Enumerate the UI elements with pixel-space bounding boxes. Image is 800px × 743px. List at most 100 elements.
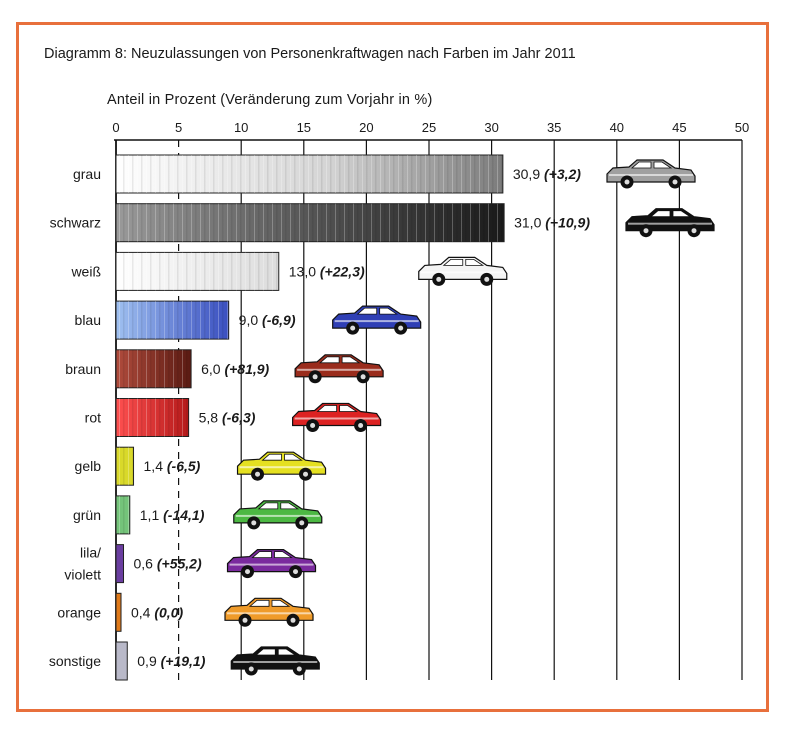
car-icon [294,354,384,384]
car-window [341,356,361,364]
tick-label: 15 [297,120,311,135]
car-window [280,502,300,510]
category-label: braun [65,361,101,377]
car-stripe [609,174,693,176]
category-label: blau [75,312,101,328]
car-stripe [628,222,712,225]
change-value: (+10,9) [545,215,590,231]
car-window [255,648,276,656]
car-hub [484,276,490,282]
car-hub [691,228,697,234]
value-number: 13,0 [289,263,320,279]
value-label: 13,0 (+22,3) [289,263,365,279]
car-window [261,453,282,461]
car-hub [350,325,356,331]
car-icon [332,305,422,335]
value-label: 31,0 (+10,9) [514,215,590,231]
car-window [339,405,358,412]
car-hub [242,617,248,623]
category-label: grün [73,507,101,523]
tick-label: 50 [735,120,749,135]
bar-texture [116,155,503,193]
value-label: 0,6 (+55,2) [134,556,202,572]
value-label: 9,0 (-6,9) [239,312,296,328]
tick-label: 35 [547,120,561,135]
car-stripe [235,514,320,517]
car-hub [312,374,318,380]
car-stripe [239,466,324,469]
category-label: rot [85,410,101,426]
value-label: 1,1 (-14,1) [140,507,205,523]
bar [115,592,122,632]
car-window [442,258,464,266]
car-window [356,307,378,315]
value-label: 5,8 (-6,3) [199,410,256,426]
value-number: 1,1 [140,507,163,523]
car-hub [398,325,404,331]
car-window [672,210,692,218]
car-hub [245,569,251,575]
value-number: 30,9 [513,166,544,182]
car-stripe [334,320,419,323]
car-hub [248,666,254,672]
change-value: (0,0) [154,604,183,620]
bar-texture [116,203,505,242]
car-window [251,551,272,558]
category-label: lila/ [80,545,101,561]
value-number: 31,0 [514,215,545,231]
value-label: 30,9 (+3,2) [513,166,581,182]
bar-texture [116,301,229,340]
bar-texture [116,349,192,388]
tick-label: 40 [610,120,624,135]
car-icon [606,159,696,189]
value-number: 0,9 [137,653,160,669]
car-window [653,161,673,169]
change-value: (+3,2) [544,166,581,182]
x-axis-label: Anteil in Prozent (Veränderung zum Vorja… [107,92,433,108]
car-window [274,551,293,558]
car-hub [436,276,442,282]
bar-texture [116,252,279,291]
car-icon [226,548,317,579]
category-label: schwarz [50,215,101,231]
category-label: sonstige [49,653,101,669]
change-value: (+55,2) [157,556,202,572]
value-number: 6,0 [201,361,224,377]
value-number: 5,8 [199,410,222,426]
value-number: 1,4 [144,458,167,474]
car-hub [360,374,366,380]
tick-label: 10 [234,120,248,135]
tick-label: 0 [112,120,119,135]
car-window [649,210,671,218]
car-window [319,356,340,364]
car-stripe [294,417,379,420]
car-stripe [420,271,505,274]
car-window [379,307,399,315]
car-hub [299,520,305,526]
change-value: (-14,1) [163,507,205,523]
category-label: weiß [70,263,101,279]
change-value: (-6,9) [262,312,296,328]
car-stripe [227,612,312,615]
car-hub [310,423,316,428]
bar-texture [116,398,189,437]
car-stripe [297,368,382,371]
car-icon [418,256,508,286]
car-stripe [233,661,318,663]
car-icon [625,208,715,238]
value-label: 0,4 (0,0) [131,604,183,620]
change-value: (+22,3) [320,263,365,279]
car-hub [358,423,364,428]
car-hub [303,471,309,477]
value-number: 9,0 [239,312,262,328]
car-hub [672,179,678,185]
car-window [630,161,652,169]
value-number: 0,4 [131,604,154,620]
tick-label: 25 [422,120,436,135]
value-label: 1,4 (-6,5) [144,458,201,474]
change-value: (+81,9) [224,361,269,377]
value-label: 6,0 (+81,9) [201,361,269,377]
bar [115,544,125,584]
car-icon [224,597,314,627]
